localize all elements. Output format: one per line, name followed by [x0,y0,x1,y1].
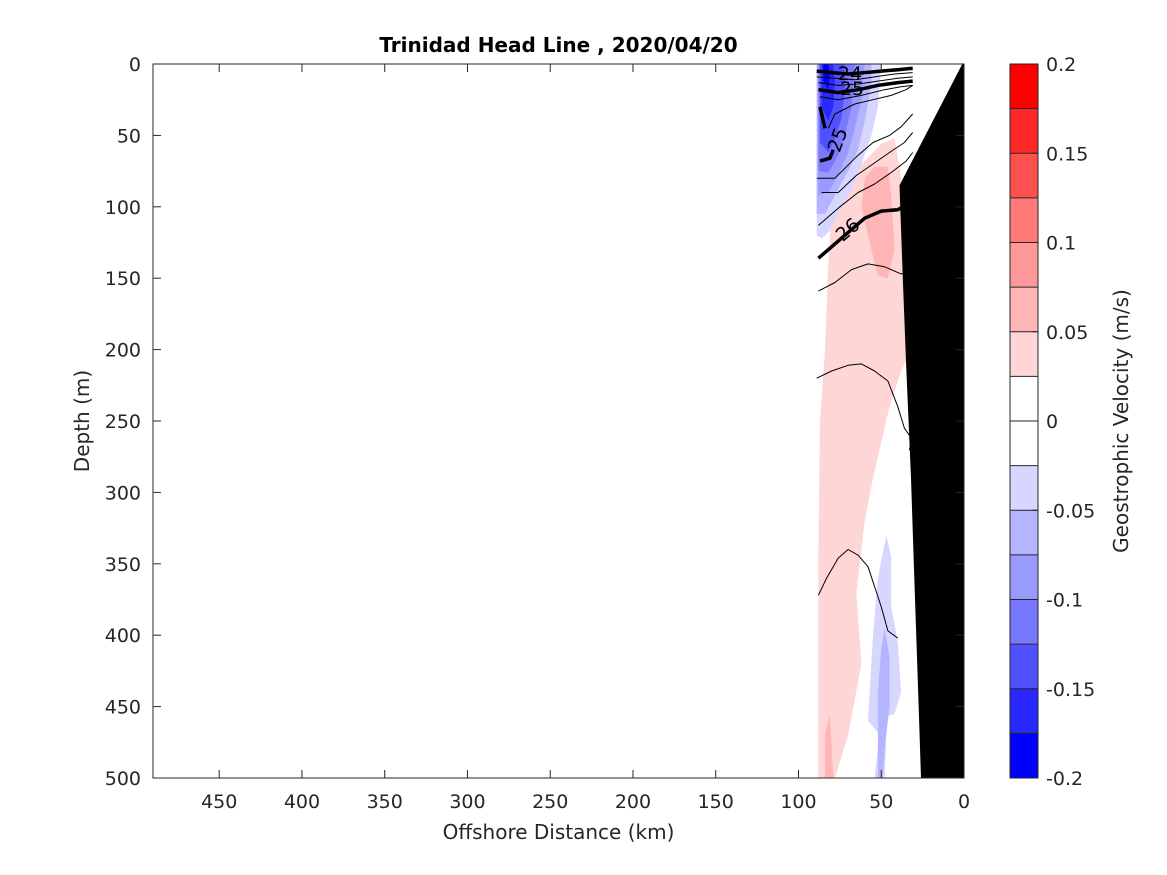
y-tick-label: 200 [105,340,141,362]
colorbar-tick-label: -0.15 [1046,679,1095,701]
y-tick-label: 100 [105,197,141,219]
colorbar-swatch-4 [1010,554,1038,600]
x-tick-label: 150 [698,791,734,813]
density-contour-1 [816,72,913,81]
y-tick-label: 150 [105,268,141,290]
x-tick-label: 300 [449,791,485,813]
y-tick-label: 250 [105,411,141,433]
x-tick-label: 350 [367,791,403,813]
colorbar-swatch-8 [1010,376,1038,421]
x-tick-label: 250 [532,791,568,813]
colorbar-swatch-11 [1010,242,1038,288]
colorbar-tick-label: -0.2 [1046,768,1083,790]
colorbar-tick-label: -0.05 [1046,500,1095,522]
y-tick-label: 350 [105,554,141,576]
density-contour-10 [818,152,914,226]
density-contour-15 [817,549,899,639]
colorbar-tick-label: 0.15 [1046,143,1088,165]
y-tick-label: 300 [105,482,141,504]
contour-label-24: 24 [838,63,862,85]
density-contour-2 [818,76,913,86]
colorbar-swatch-14 [1010,108,1038,154]
x-tick-label: 450 [201,791,237,813]
density-contour-12 [818,263,913,292]
y-tick-label: 500 [105,768,141,790]
bathymetry-layer [899,64,964,778]
colorbar-swatch-15 [1010,64,1038,109]
density-contour-13 [816,363,915,443]
colorbar-swatch-10 [1010,287,1038,332]
colorbar-tick-label: 0.05 [1046,322,1088,344]
colorbar-tick-label: 0.1 [1046,233,1076,255]
colorbar-tick-label: 0 [1046,411,1058,433]
density-contour-14 [908,437,915,453]
colorbar-label: Geostrophic Velocity (m/s) [1109,289,1133,553]
density-contour-6 [818,106,827,129]
x-axis-label: Offshore Distance (km) [443,820,675,844]
colorbar: 0.2 0.15 0.1 0.05 0 -0.05 -0.1 -0.15 -0.2 [1009,54,1095,790]
velocity-region-0 [818,138,911,778]
density-contour-8 [816,113,914,179]
density-contour-5 [827,84,913,129]
velocity-region-2 [825,713,834,778]
y-tick-label: 0 [129,54,141,76]
y-tick-label: 400 [105,625,141,647]
y-tick-label: 50 [117,125,141,147]
colorbar-swatch-6 [1010,465,1038,511]
y-axis-label: Depth (m) [70,370,94,472]
colorbar-swatch-13 [1010,153,1038,198]
contour-label-25: 25 [840,78,864,100]
colorbar-swatch-0 [1010,733,1038,778]
velocity-region-4 [877,628,890,778]
colorbar-swatch-5 [1010,510,1038,555]
density-contour-11 [817,199,916,260]
density-contour-7 [819,149,835,163]
x-tick-label: 50 [869,791,893,813]
colorbar-swatch-2 [1010,644,1038,689]
chart-title: Trinidad Head Line , 2020/04/20 [379,33,737,57]
colorbar-swatch-7 [1010,421,1038,466]
axis-ticks: 450 400 350 300 250 200 150 100 50 00501001502002… [105,54,970,813]
colorbar-swatch-12 [1010,197,1038,243]
x-tick-label: 0 [958,791,970,813]
density-contour-0 [816,66,913,76]
y-tick-label: 450 [105,697,141,719]
x-tick-label: 400 [284,791,320,813]
colorbar-swatch-1 [1010,688,1038,734]
x-tick-label: 100 [780,791,816,813]
density-contour-3 [818,79,913,95]
seafloor-bathymetry [899,64,964,778]
colorbar-swatch-3 [1010,599,1038,645]
velocity-region-1 [861,166,895,279]
colorbar-tick-label: 0.2 [1046,54,1076,76]
colorbar-swatch-9 [1010,331,1038,377]
x-tick-label: 200 [615,791,651,813]
colorbar-tick-label: -0.1 [1046,590,1083,612]
density-contour-9 [821,132,914,193]
density-contour-4 [819,84,913,101]
